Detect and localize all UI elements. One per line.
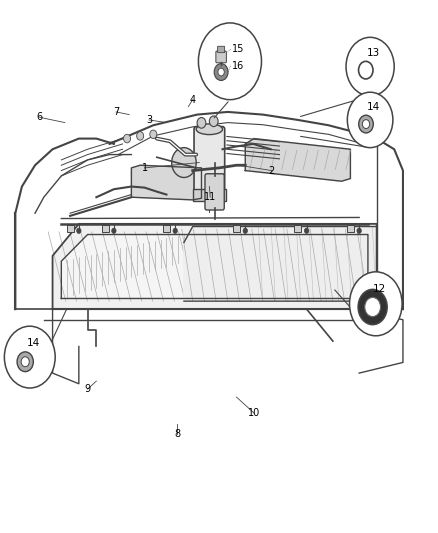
FancyBboxPatch shape (67, 225, 74, 232)
FancyBboxPatch shape (193, 190, 226, 201)
Polygon shape (184, 227, 377, 301)
Polygon shape (61, 235, 368, 298)
Text: 8: 8 (174, 430, 180, 439)
Circle shape (365, 297, 381, 317)
Circle shape (362, 119, 370, 128)
Circle shape (243, 228, 247, 233)
Circle shape (197, 118, 206, 128)
Text: 11: 11 (204, 192, 216, 202)
Text: 10: 10 (248, 408, 260, 418)
Circle shape (359, 115, 373, 133)
FancyBboxPatch shape (194, 127, 225, 193)
Text: 12: 12 (373, 285, 386, 294)
Circle shape (150, 130, 157, 139)
Circle shape (209, 116, 218, 126)
Circle shape (172, 148, 196, 177)
Circle shape (198, 23, 261, 100)
Text: 2: 2 (268, 166, 275, 175)
Circle shape (124, 134, 131, 143)
FancyBboxPatch shape (163, 225, 170, 232)
FancyBboxPatch shape (233, 225, 240, 232)
Polygon shape (53, 224, 377, 309)
Text: 14: 14 (367, 102, 380, 112)
Text: 3: 3 (146, 115, 152, 125)
Circle shape (346, 37, 394, 96)
Circle shape (112, 228, 116, 233)
FancyBboxPatch shape (205, 174, 224, 210)
Circle shape (77, 228, 81, 233)
FancyBboxPatch shape (294, 225, 301, 232)
Circle shape (21, 357, 29, 367)
Text: 16: 16 (232, 61, 244, 71)
Circle shape (304, 228, 309, 233)
FancyBboxPatch shape (347, 225, 354, 232)
Text: 9: 9 (85, 384, 91, 394)
Text: 14: 14 (27, 338, 40, 348)
Circle shape (17, 352, 33, 372)
Text: 1: 1 (141, 163, 148, 173)
Circle shape (137, 132, 144, 140)
Text: 4: 4 (190, 95, 196, 104)
Text: 6: 6 (36, 112, 42, 122)
Circle shape (4, 326, 55, 388)
Polygon shape (131, 165, 201, 200)
Ellipse shape (196, 124, 223, 134)
Circle shape (214, 63, 228, 80)
Text: 15: 15 (232, 44, 244, 54)
FancyBboxPatch shape (102, 225, 109, 232)
Circle shape (358, 289, 387, 325)
FancyBboxPatch shape (218, 46, 225, 53)
Circle shape (173, 228, 177, 233)
Circle shape (357, 228, 361, 233)
Circle shape (350, 272, 402, 336)
Circle shape (218, 68, 224, 76)
FancyBboxPatch shape (216, 51, 226, 63)
Text: 13: 13 (367, 49, 380, 59)
Text: 7: 7 (113, 107, 119, 117)
Circle shape (347, 92, 393, 148)
Polygon shape (245, 139, 350, 181)
